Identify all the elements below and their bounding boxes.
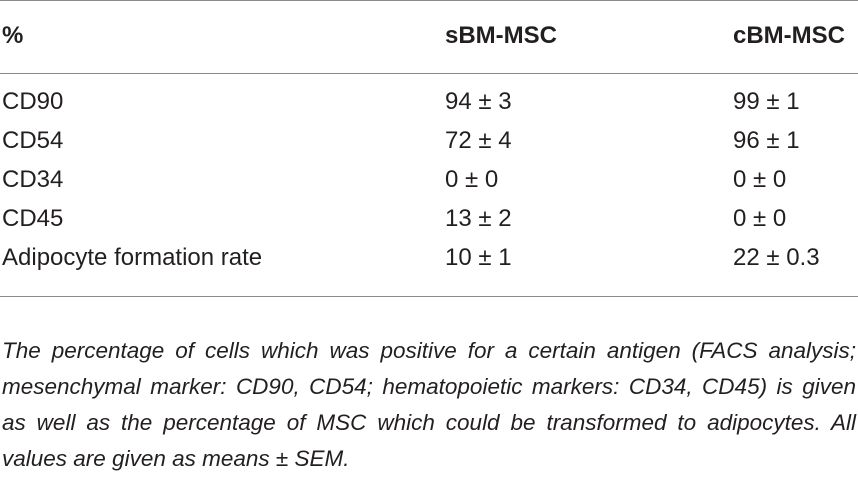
bottom-rule bbox=[0, 296, 858, 297]
cell-value: 0 ± 0 bbox=[445, 166, 499, 193]
cell-value: 99 ± 1 bbox=[733, 88, 800, 115]
cell-value: 10 ± 1 bbox=[445, 244, 512, 271]
cell-value: 94 ± 3 bbox=[445, 88, 512, 115]
cell-value: 0 ± 0 bbox=[733, 205, 787, 232]
table-footnote: The percentage of cells which was positi… bbox=[2, 337, 856, 471]
header-cell-sbm-msc: sBM-MSC bbox=[445, 22, 557, 49]
row-label: CD90 bbox=[2, 88, 64, 115]
cell-value: 0 ± 0 bbox=[733, 166, 787, 193]
cell-value: 22 ± 0.3 bbox=[733, 244, 820, 271]
row-label: CD45 bbox=[2, 205, 64, 232]
row-label: CD54 bbox=[2, 127, 64, 154]
header-rule bbox=[0, 73, 858, 74]
row-label: CD34 bbox=[2, 166, 64, 193]
header-cell-percent: % bbox=[2, 22, 24, 49]
cell-value: 72 ± 4 bbox=[445, 127, 512, 154]
row-label: Adipocyte formation rate bbox=[2, 244, 263, 271]
top-rule bbox=[0, 0, 858, 1]
cell-value: 13 ± 2 bbox=[445, 205, 512, 232]
cell-value: 96 ± 1 bbox=[733, 127, 800, 154]
header-cell-cbm-msc: cBM-MSC bbox=[733, 22, 845, 49]
